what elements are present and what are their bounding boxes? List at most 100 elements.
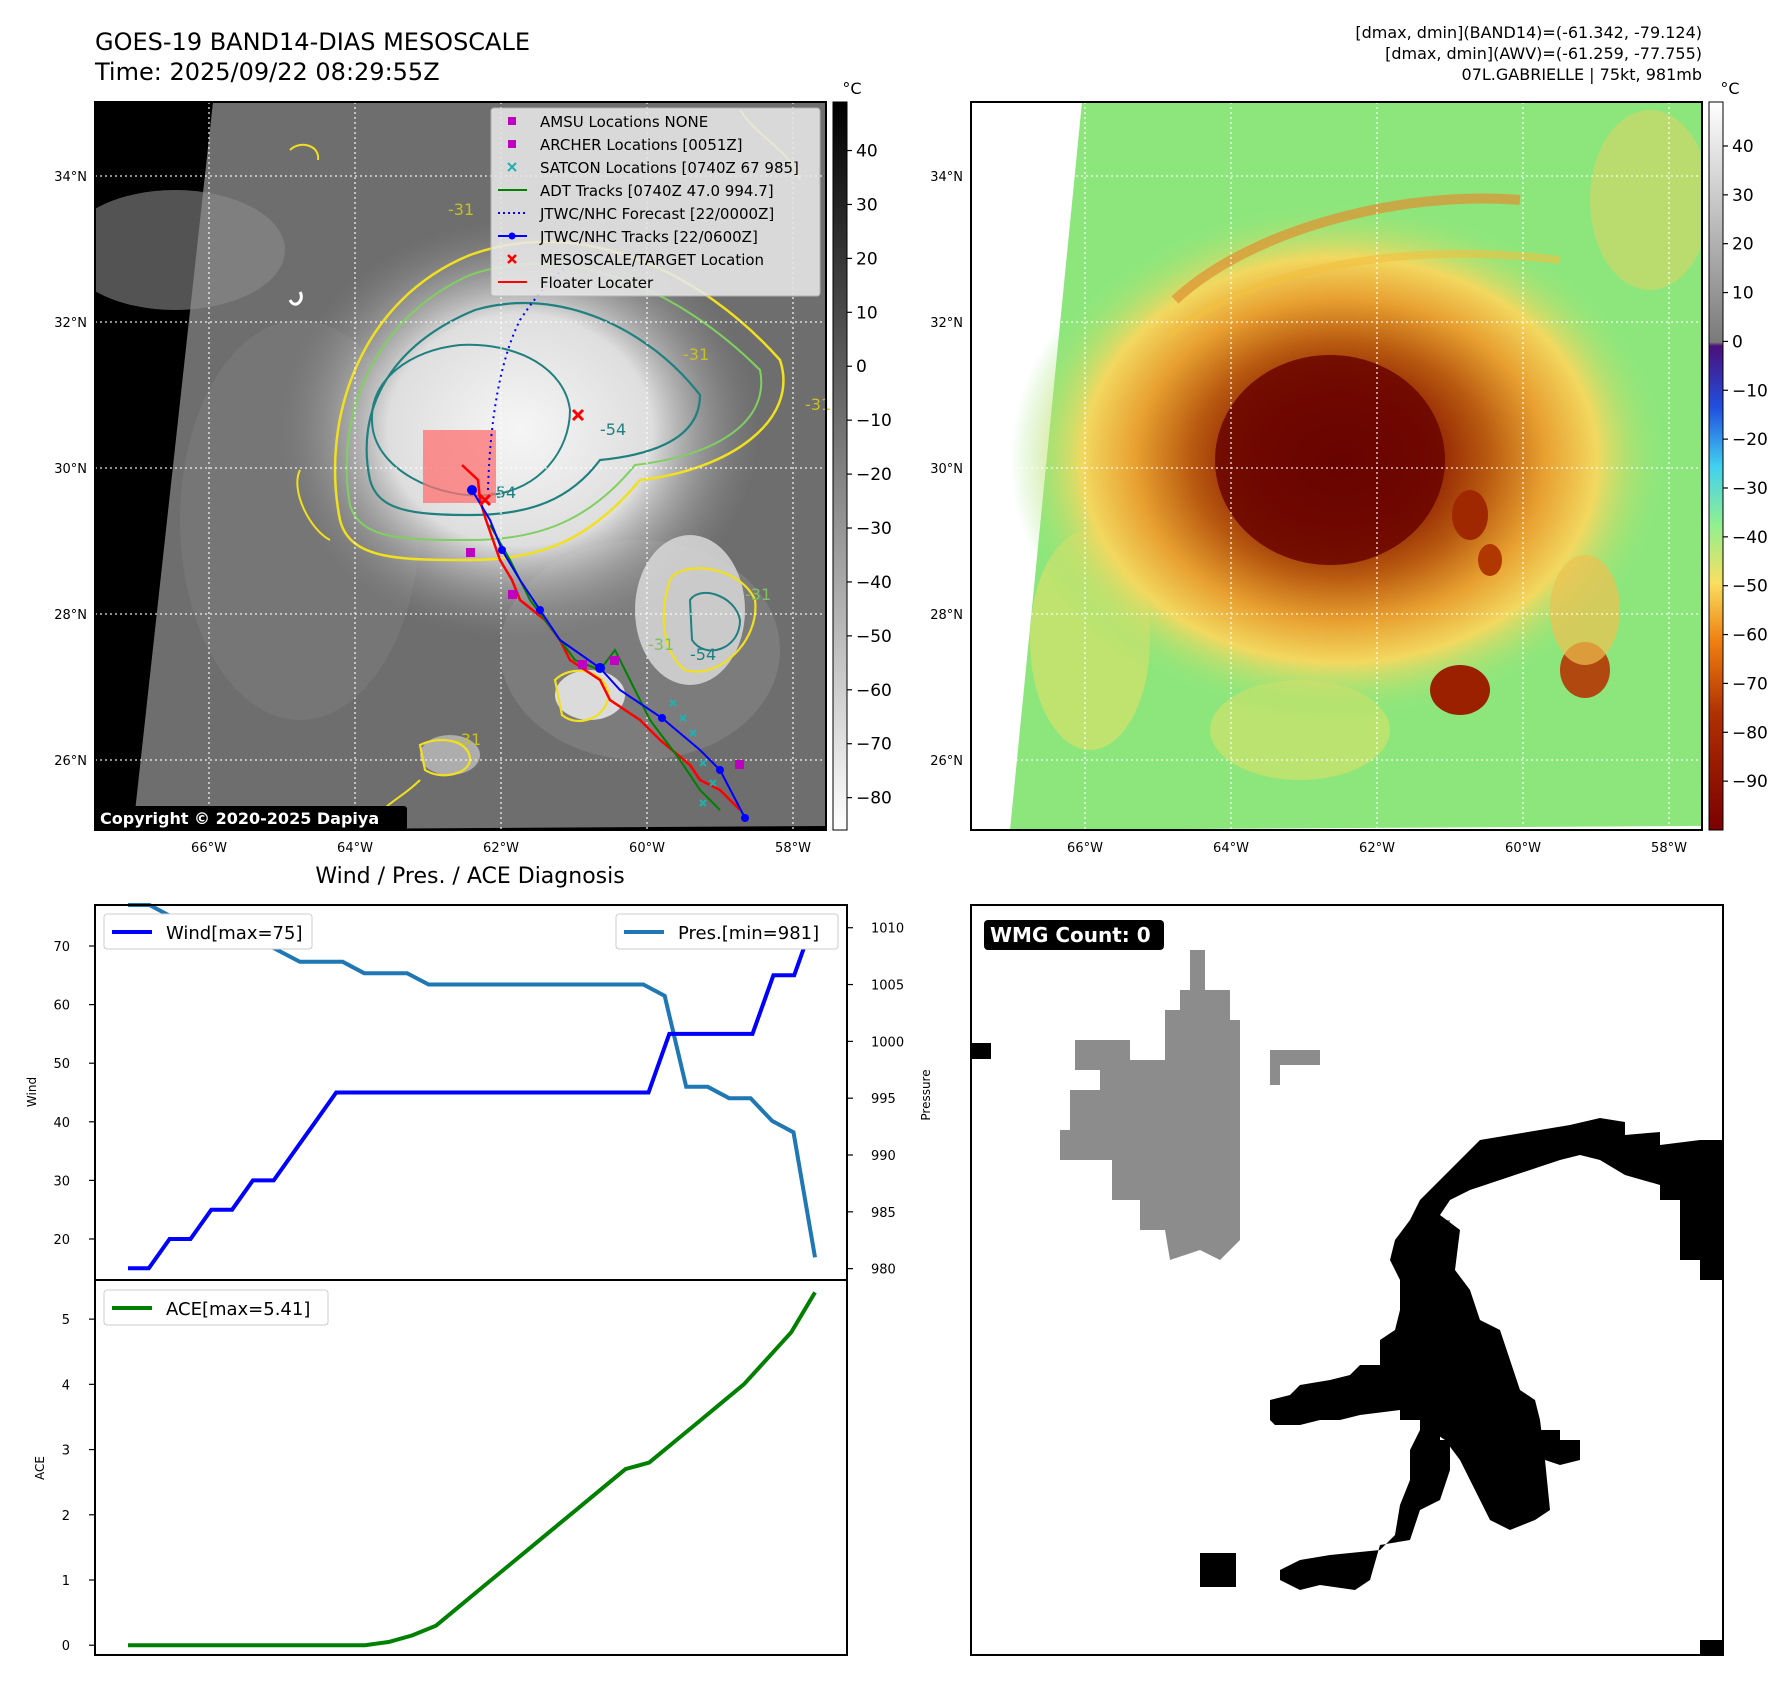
contour-label: -54 <box>690 645 716 664</box>
colorbar-tick: −70 <box>856 735 892 755</box>
colorbar-tick: −40 <box>856 573 892 593</box>
legend-label: Floater Locater <box>540 274 654 292</box>
wind-ylabel: Wind <box>25 1077 39 1107</box>
wind-tick: 20 <box>53 1233 70 1248</box>
pres-tick: 990 <box>871 1149 896 1164</box>
lon-tick: 62°W <box>483 841 519 856</box>
pres-tick: 980 <box>871 1263 896 1278</box>
legend-label: AMSU Locations NONE <box>540 113 708 131</box>
wind-tick: 40 <box>53 1116 70 1131</box>
lon-tick: 58°W <box>775 841 811 856</box>
colorbar-tick: 10 <box>1732 284 1754 304</box>
nhc-track <box>471 489 746 819</box>
ace-tick: 5 <box>62 1313 70 1328</box>
ace-tick: 3 <box>62 1444 70 1459</box>
colorbar-tick: −20 <box>856 465 892 485</box>
lon-tick: 64°W <box>337 841 373 856</box>
legend-marker <box>507 162 517 172</box>
info-line-1: [dmax, dmin](BAND14)=(-61.342, -79.124) <box>1355 23 1702 42</box>
colorbar-tick: 0 <box>856 357 867 377</box>
colorbar-tick: −10 <box>856 411 892 431</box>
wind-series-line <box>128 916 817 1271</box>
pres-ylabel: Pressure <box>919 1069 933 1120</box>
lat-tick: 28°N <box>54 608 87 623</box>
colorbar-tick: −50 <box>1732 577 1768 597</box>
wind-legend: Wind[max=75] <box>103 913 313 950</box>
colorbar-tick: −30 <box>856 519 892 539</box>
legend-marker <box>508 117 516 125</box>
wmg-panel: WMG Count: 0 <box>970 904 1724 1656</box>
contour-label: -31 <box>648 635 674 654</box>
colorbar-tick: 0 <box>1732 332 1743 352</box>
contour-labels: -31 -31 -31 -31 -31 -54 -54 -54 -31 <box>448 200 831 749</box>
contour-label: -31 <box>448 200 474 219</box>
mesoscale-box <box>423 430 496 503</box>
awv-map-frame <box>970 101 1703 831</box>
ace-ylabel: ACE <box>33 1456 47 1480</box>
colorbar-tick: −80 <box>1732 723 1768 743</box>
lon-tick: 62°W <box>1359 841 1395 856</box>
contour-label: -31 <box>683 345 709 364</box>
ir-map-frame <box>94 101 827 831</box>
legend-label: MESOSCALE/TARGET Location <box>540 251 764 269</box>
colorbar-tick: −30 <box>1732 479 1768 499</box>
pres-tick: 995 <box>871 1092 896 1107</box>
wmg-count-label: WMG Count: 0 <box>990 923 1151 947</box>
map-legend: AMSU Locations NONE ARCHER Locations [00… <box>490 107 821 297</box>
floater-track <box>461 464 741 811</box>
lon-tick: 58°W <box>1651 841 1687 856</box>
copyright-badge <box>95 806 407 830</box>
colorbar-awv: °C 40 30 20 10 0 −10 −20 −30 −40 −50 −60 −70 −80 −90 <box>1708 79 1768 831</box>
pres-tick: 985 <box>871 1206 896 1221</box>
lon-tick: 64°W <box>1213 841 1249 856</box>
legend-marker <box>508 232 516 240</box>
lon-tick: 66°W <box>191 841 227 856</box>
info-line-3: 07L.GABRIELLE | 75kt, 981mb <box>1462 65 1702 84</box>
storm-tracks <box>423 254 749 822</box>
contour-label: -31 <box>745 585 771 604</box>
chart-time: Time: 2025/09/22 08:29:55Z <box>94 58 440 86</box>
colorbar-tick: −20 <box>1732 430 1768 450</box>
colorbar-tick: −40 <box>1732 528 1768 548</box>
colorbar-tick: 30 <box>1732 186 1754 206</box>
ir-map-ticks: 66°W 64°W 62°W 60°W 58°W 34°N 32°N 30°N … <box>54 170 811 856</box>
colorbar-tick: −90 <box>1732 772 1768 792</box>
ace-tick: 1 <box>62 1574 70 1589</box>
awv-map-ticks: 66°W 64°W 62°W 60°W 58°W 34°N 32°N 30°N … <box>930 170 1687 856</box>
diagnosis-title: Wind / Pres. / ACE Diagnosis <box>315 864 624 889</box>
contour-label: -54 <box>600 420 626 439</box>
colorbar-tick: 10 <box>856 303 878 323</box>
pressure-series-line <box>128 903 817 1258</box>
legend-label: SATCON Locations [0740Z 67 985] <box>540 159 799 177</box>
lat-tick: 34°N <box>54 170 87 185</box>
info-line-2: [dmax, dmin](AWV)=(-61.259, -77.755) <box>1385 44 1702 63</box>
colorbar-tick: −10 <box>1732 381 1768 401</box>
legend-label: ADT Tracks [0740Z 47.0 994.7] <box>540 182 774 200</box>
ace-frame <box>94 1279 848 1656</box>
legend-marker <box>508 140 516 148</box>
wind-tick: 50 <box>53 1057 70 1072</box>
wind-tick: 70 <box>53 940 70 955</box>
lat-tick: 32°N <box>54 316 87 331</box>
colorbar-unit: °C <box>842 79 861 98</box>
colorbar-unit: °C <box>1720 79 1739 98</box>
pres-legend-label: Pres.[min=981] <box>678 923 819 944</box>
colorbar-tick: −80 <box>856 789 892 809</box>
legend-label: ARCHER Locations [0051Z] <box>540 136 743 154</box>
contour-label: -54 <box>490 483 516 502</box>
lat-tick: 28°N <box>930 608 963 623</box>
ace-tick: 0 <box>62 1639 70 1654</box>
lat-tick: 32°N <box>930 316 963 331</box>
contour-label: -31 <box>455 730 481 749</box>
lat-tick: 30°N <box>930 462 963 477</box>
colorbar-tick: 20 <box>856 249 878 269</box>
awv-map-gridlines <box>971 102 1702 830</box>
ace-legend-label: ACE[max=5.41] <box>166 1299 310 1320</box>
colorbar-tick: 20 <box>1732 235 1754 255</box>
lon-tick: 66°W <box>1067 841 1103 856</box>
colorbar-tick: −60 <box>1732 626 1768 646</box>
colorbar-tick: 30 <box>856 195 878 215</box>
legend-label: JTWC/NHC Forecast [22/0000Z] <box>539 205 774 223</box>
colorbar-ir: °C 40 30 20 10 0 −10 −20 −30 −40 −50 −60 −70 −80 <box>832 79 892 831</box>
